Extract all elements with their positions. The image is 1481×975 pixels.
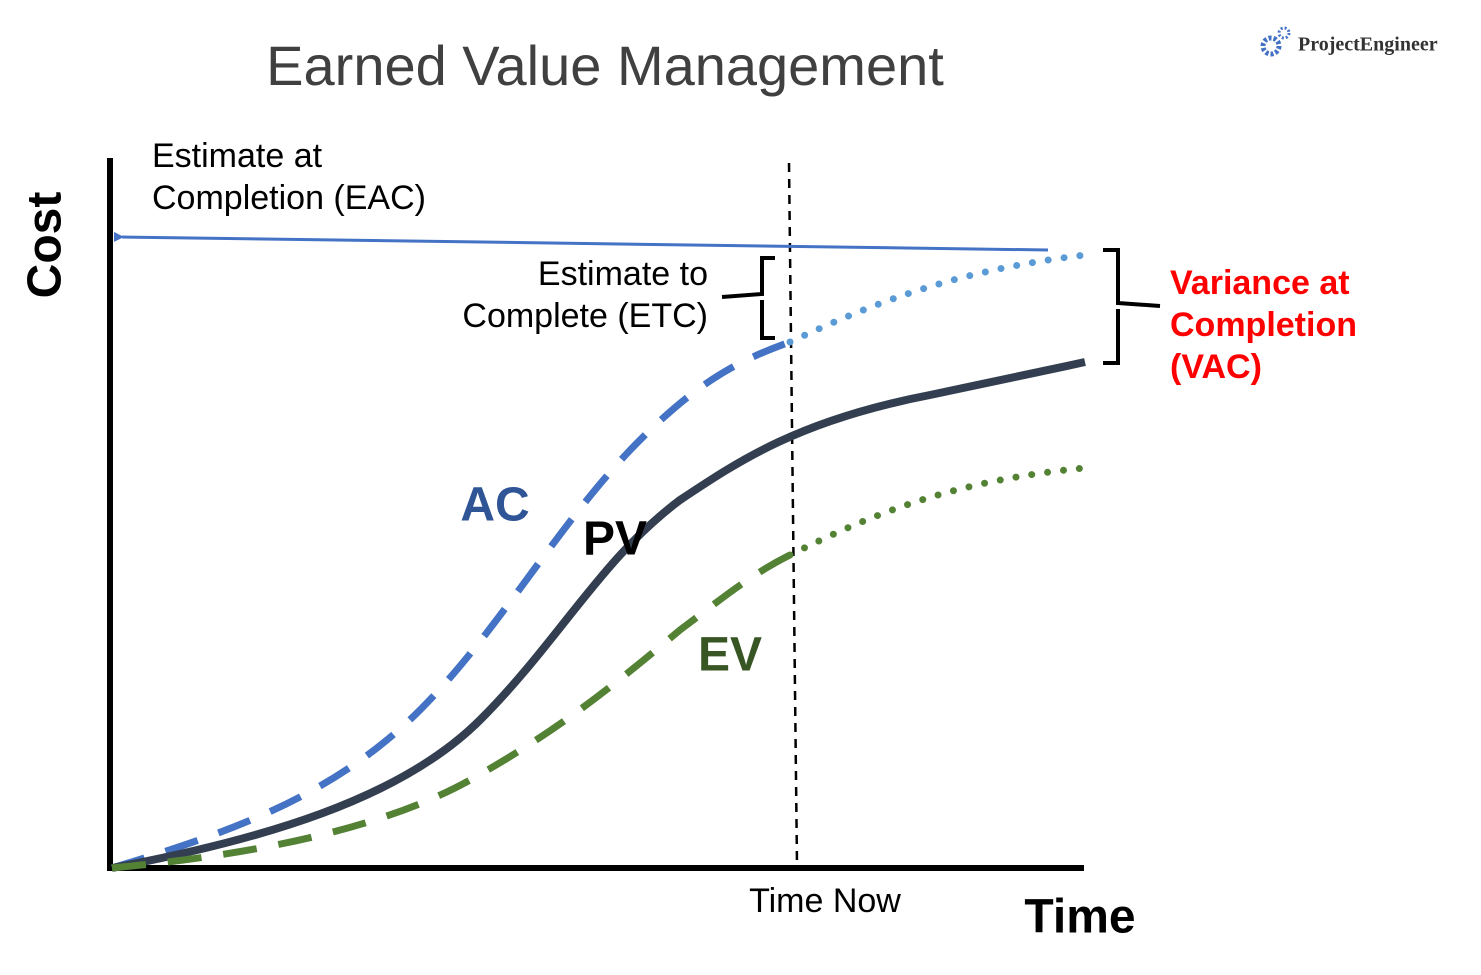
eac-text: Completion (EAC) xyxy=(152,179,426,217)
logo: ProjectEngineer xyxy=(1260,26,1438,57)
eac-arrow xyxy=(113,231,1049,252)
logo-text: ProjectEngineer xyxy=(1298,34,1438,56)
vac-text: (VAC) xyxy=(1170,348,1262,386)
y-axis-label: Cost xyxy=(19,192,72,299)
ev-forecast xyxy=(786,464,1089,559)
ac-curve xyxy=(110,338,792,872)
etc-text: Complete (ETC) xyxy=(462,297,708,335)
ev-curve xyxy=(111,551,792,872)
time-now-label: Time Now xyxy=(749,882,901,920)
ac-forecast xyxy=(786,251,1089,346)
eac-text: Estimate at xyxy=(152,137,323,175)
etc-bracket xyxy=(721,256,775,340)
ac-label: AC xyxy=(460,479,529,532)
title: Earned Value Management xyxy=(266,34,944,97)
pv-label: PV xyxy=(583,513,647,566)
etc-text: Estimate to xyxy=(538,255,708,293)
logo-gear xyxy=(1277,26,1291,40)
vac-text: Variance at xyxy=(1170,264,1350,302)
time-now-line xyxy=(787,162,799,866)
pv-curve xyxy=(111,358,1086,872)
vac-bracket xyxy=(1103,248,1161,365)
logo-gear xyxy=(1260,35,1282,57)
x-axis-label: Time xyxy=(1024,891,1135,944)
ev-label: EV xyxy=(698,629,762,682)
vac-text: Completion xyxy=(1170,306,1357,344)
